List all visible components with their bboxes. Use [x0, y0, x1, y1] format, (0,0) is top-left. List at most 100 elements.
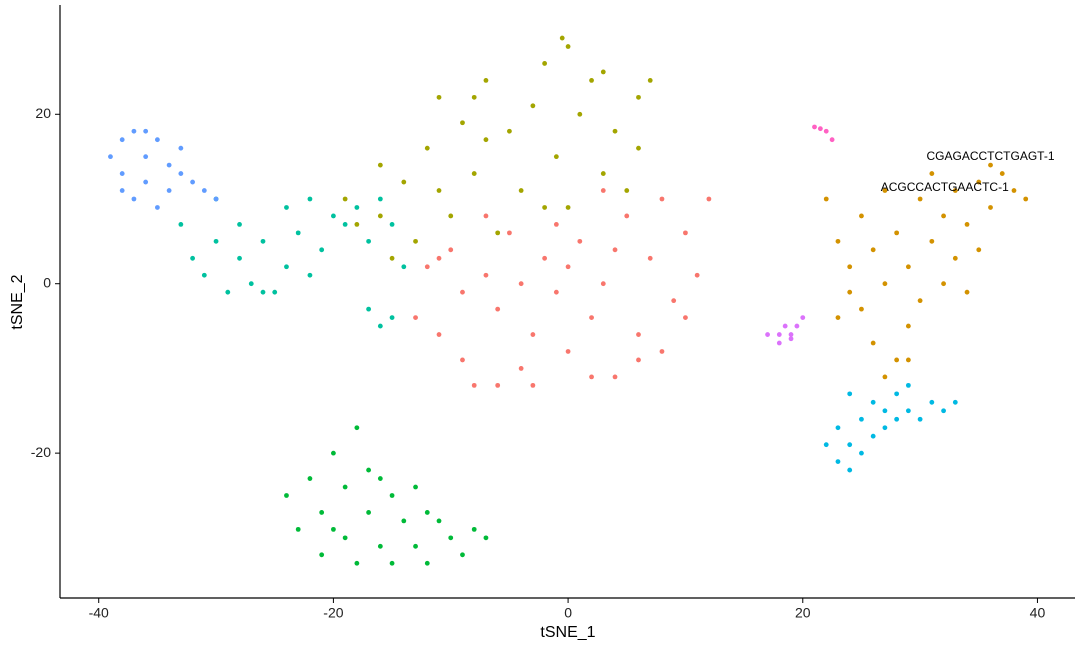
point [131, 196, 137, 202]
point [671, 298, 677, 304]
point [835, 459, 841, 465]
point [612, 247, 618, 253]
point [976, 179, 982, 185]
point [847, 442, 853, 448]
point [342, 222, 348, 227]
point [413, 238, 418, 244]
point [401, 264, 407, 270]
point [917, 196, 923, 202]
point [706, 196, 712, 202]
point [307, 272, 313, 278]
point [829, 137, 835, 143]
point [776, 332, 782, 337]
point [518, 366, 524, 371]
point [647, 77, 653, 83]
point [894, 416, 900, 422]
point [565, 349, 571, 354]
point [401, 179, 407, 185]
point [542, 255, 548, 261]
point [647, 255, 653, 261]
point [941, 281, 946, 287]
point [354, 222, 360, 227]
point [765, 332, 770, 337]
point [119, 188, 125, 193]
point [483, 535, 489, 541]
point [823, 442, 829, 448]
point [870, 433, 876, 439]
point [366, 306, 372, 312]
point [553, 289, 559, 295]
point [882, 281, 888, 287]
point [941, 408, 946, 414]
point [143, 179, 149, 185]
point [471, 171, 477, 176]
point [859, 306, 864, 312]
point [366, 467, 372, 473]
x-axis-title: tSNE_1 [540, 624, 595, 641]
point [319, 510, 325, 515]
point [905, 357, 911, 363]
point [870, 340, 876, 346]
point [201, 188, 207, 193]
point [905, 382, 911, 388]
point [424, 264, 430, 270]
point [448, 247, 454, 253]
point [119, 171, 125, 176]
point [377, 323, 383, 329]
point [413, 315, 418, 320]
point [530, 103, 536, 109]
point [389, 315, 395, 320]
point [870, 247, 876, 253]
point [213, 238, 219, 244]
point [518, 188, 524, 193]
x-tick-label: 0 [564, 605, 572, 621]
point [436, 255, 442, 261]
point [424, 145, 430, 151]
point [952, 255, 958, 261]
point [817, 126, 823, 132]
point [859, 213, 864, 219]
point [354, 425, 360, 431]
point [870, 399, 876, 405]
point [636, 332, 641, 337]
point [389, 255, 395, 261]
point [284, 264, 289, 270]
point [847, 391, 853, 397]
point [612, 128, 618, 134]
point [448, 535, 454, 541]
point [882, 188, 888, 193]
point [225, 289, 231, 295]
point [495, 382, 501, 388]
point [812, 124, 817, 130]
point [377, 213, 383, 219]
point [366, 238, 372, 244]
point [143, 154, 149, 160]
point [882, 374, 888, 380]
point [905, 408, 911, 414]
point [295, 526, 301, 532]
point [565, 44, 571, 49]
point [331, 450, 336, 456]
point [847, 289, 853, 295]
point [835, 315, 841, 320]
point [495, 230, 501, 236]
point [190, 255, 195, 261]
point [988, 205, 993, 210]
point [237, 255, 242, 261]
point [178, 171, 184, 176]
point [917, 298, 923, 304]
point [495, 306, 501, 312]
point [530, 332, 536, 337]
point [1011, 188, 1017, 193]
point [683, 315, 688, 320]
point [659, 349, 665, 354]
point [600, 171, 606, 176]
point [319, 552, 325, 558]
point [331, 213, 336, 219]
point [342, 535, 348, 541]
point [377, 196, 383, 202]
point [600, 69, 606, 75]
point [424, 560, 430, 566]
point [307, 196, 313, 202]
